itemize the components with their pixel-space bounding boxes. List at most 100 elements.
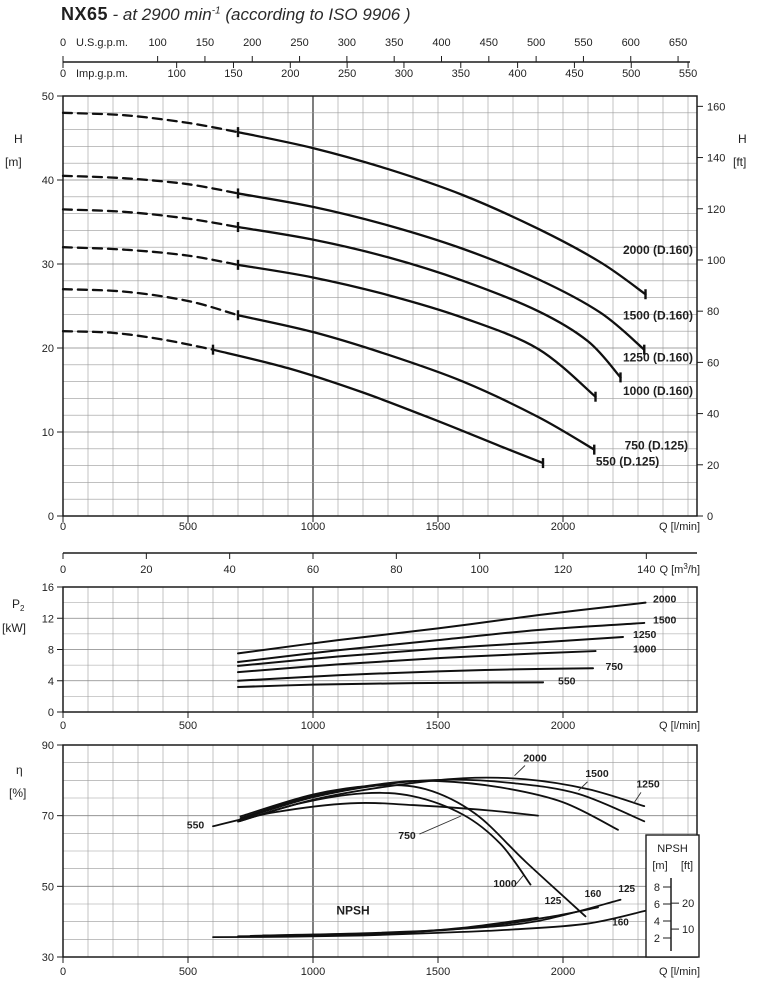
gpm-tick-label: 450 <box>565 68 583 80</box>
label-leader-line <box>633 792 642 804</box>
curve-label-eta-1500: 1500 <box>585 768 609 780</box>
npsh-inset-box <box>645 834 700 958</box>
curve-label-p2-750: 750 <box>606 661 624 673</box>
axis-title: η <box>16 763 23 777</box>
curve-label-h-2000-d160: 2000 (D.160) <box>623 243 693 257</box>
y-tick-label: 16 <box>42 582 54 594</box>
curve-label-eta-1000: 1000 <box>493 878 517 890</box>
label-leader-line <box>514 765 526 777</box>
axis-unit-label: Q [l/min] <box>659 720 700 732</box>
y-tick-label: 20 <box>42 343 54 355</box>
npsh-curve-label: 160 <box>585 889 602 900</box>
m3h-tick-label: 20 <box>140 564 152 576</box>
x-tick-label: 500 <box>179 720 197 732</box>
m3h-tick-label: 0 <box>60 564 66 576</box>
curve-h-550-d125-dashed <box>61 330 215 351</box>
chart-head-flow: 0 10 20 30 40 50 H [m] 0 20 40 60 80 100 120 140 160 H [ft… <box>5 37 747 576</box>
gpm-tick-label: 200 <box>243 37 261 49</box>
axis-unit-label: Q [l/min] <box>659 521 700 533</box>
x-tick-label: 0 <box>60 521 66 533</box>
curve-h-1000-d160 <box>236 263 597 398</box>
axis-unit-label: Q [m3/h] <box>659 562 700 576</box>
label-leader-line <box>578 781 588 791</box>
curve-h-1250-d160-dashed <box>61 208 240 229</box>
chart-power-flow: 0 4 8 12 16 P2 [kW] 0 500 1000 1500 2000 Q [l/min] 20… <box>2 582 700 732</box>
gpm-zero-label: 0 <box>60 37 66 49</box>
axis-title: H <box>14 132 23 146</box>
curve-h-2000-d160-dashed <box>61 111 240 134</box>
gpm-tick-label: 300 <box>338 37 356 49</box>
chart-efficiency-flow: 30 50 70 90 η [%] 0 500 1000 1500 2000 Q [l/min] 200… <box>9 740 700 978</box>
y2-tick-label: 40 <box>707 409 719 421</box>
gpm-tick-label: 200 <box>281 68 299 80</box>
npsh-m-unit: [m] <box>652 860 667 872</box>
curve-label-p2-1500: 1500 <box>653 615 677 627</box>
curve-p2-1000 <box>237 650 597 674</box>
y-tick-label: 70 <box>42 811 54 823</box>
npsh-ft-tick-label: 10 <box>682 924 694 936</box>
curve-label-p2-1000: 1000 <box>633 644 657 656</box>
x-tick-label: 2000 <box>551 720 575 732</box>
y-tick-label: 30 <box>42 952 54 964</box>
y-tick-label: 10 <box>42 427 54 439</box>
gpm-tick-label: 550 <box>679 68 697 80</box>
title-exponent: -1 <box>211 5 221 17</box>
curve-label-h-1500-d160: 1500 (D.160) <box>623 308 693 322</box>
y2-tick-label: 120 <box>707 204 725 216</box>
gpm-tick-label: 600 <box>622 37 640 49</box>
gpm-tick-label: 500 <box>622 68 640 80</box>
x-tick-label: 1000 <box>301 966 325 978</box>
curve-label-eta-1250: 1250 <box>636 778 660 790</box>
pump-model: NX65 <box>61 4 109 24</box>
title-at: - at 2900 min <box>112 5 212 24</box>
curve-label-eta-550: 550 <box>187 820 205 832</box>
npsh-m-tick-label: 4 <box>654 916 660 928</box>
m3h-tick-label: 120 <box>554 564 572 576</box>
curve-npsh-160-low <box>212 909 647 939</box>
y2-tick-label: 20 <box>707 460 719 472</box>
curve-h-1500-d160-dashed <box>61 174 240 195</box>
npsh-inset-title: NPSH <box>657 843 688 855</box>
curve-eta-750 <box>237 791 532 886</box>
y-tick-label: 50 <box>42 881 54 893</box>
gpm-axis-name: Imp.g.p.m. <box>76 68 128 80</box>
figure-title: NX65 - at 2900 min-1 (according to ISO 9… <box>61 4 411 25</box>
axis-title: [m] <box>5 155 22 169</box>
curve-label-p2-2000: 2000 <box>653 594 677 606</box>
gpm-zero-label: 0 <box>60 68 66 80</box>
y2-tick-label: 60 <box>707 357 719 369</box>
curve-label-p2-550: 550 <box>558 676 576 688</box>
curve-p2-550 <box>237 681 544 688</box>
x-tick-label: 1500 <box>426 966 450 978</box>
y-tick-label: 0 <box>48 707 54 719</box>
npsh-m-tick-label: 2 <box>654 933 660 945</box>
y2-tick-label: 0 <box>707 511 713 523</box>
npsh-curve-label: 160 <box>612 917 629 928</box>
curve-label-h-550-d125: 550 (D.125) <box>596 455 659 469</box>
npsh-m-tick-label: 6 <box>654 899 660 911</box>
gpm-tick-label: 650 <box>669 37 687 49</box>
gpm-tick-label: 400 <box>432 37 450 49</box>
curve-h-550-d125 <box>211 348 545 465</box>
y2-tick-label: 80 <box>707 306 719 318</box>
y-tick-label: 0 <box>48 511 54 523</box>
y2-tick-label: 160 <box>707 101 725 113</box>
gpm-tick-label: 100 <box>167 68 185 80</box>
chart-border <box>62 95 698 517</box>
m3h-tick-label: 60 <box>307 564 319 576</box>
x-tick-label: 0 <box>60 966 66 978</box>
gpm-tick-label: 150 <box>224 68 242 80</box>
curve-eta-1000 <box>239 784 587 918</box>
m3h-tick-label: 140 <box>637 564 655 576</box>
npsh-section-label: NPSH <box>336 904 369 918</box>
x-tick-label: 500 <box>179 966 197 978</box>
m3h-tick-label: 40 <box>224 564 236 576</box>
axis-title: H <box>738 132 747 146</box>
gpm-axis-name: U.S.g.p.m. <box>76 37 128 49</box>
y-tick-label: 40 <box>42 175 54 187</box>
curve-eta-1500 <box>239 778 646 823</box>
x-tick-label: 1500 <box>426 720 450 732</box>
gpm-tick-label: 100 <box>148 37 166 49</box>
curve-label-eta-2000: 2000 <box>523 753 547 765</box>
